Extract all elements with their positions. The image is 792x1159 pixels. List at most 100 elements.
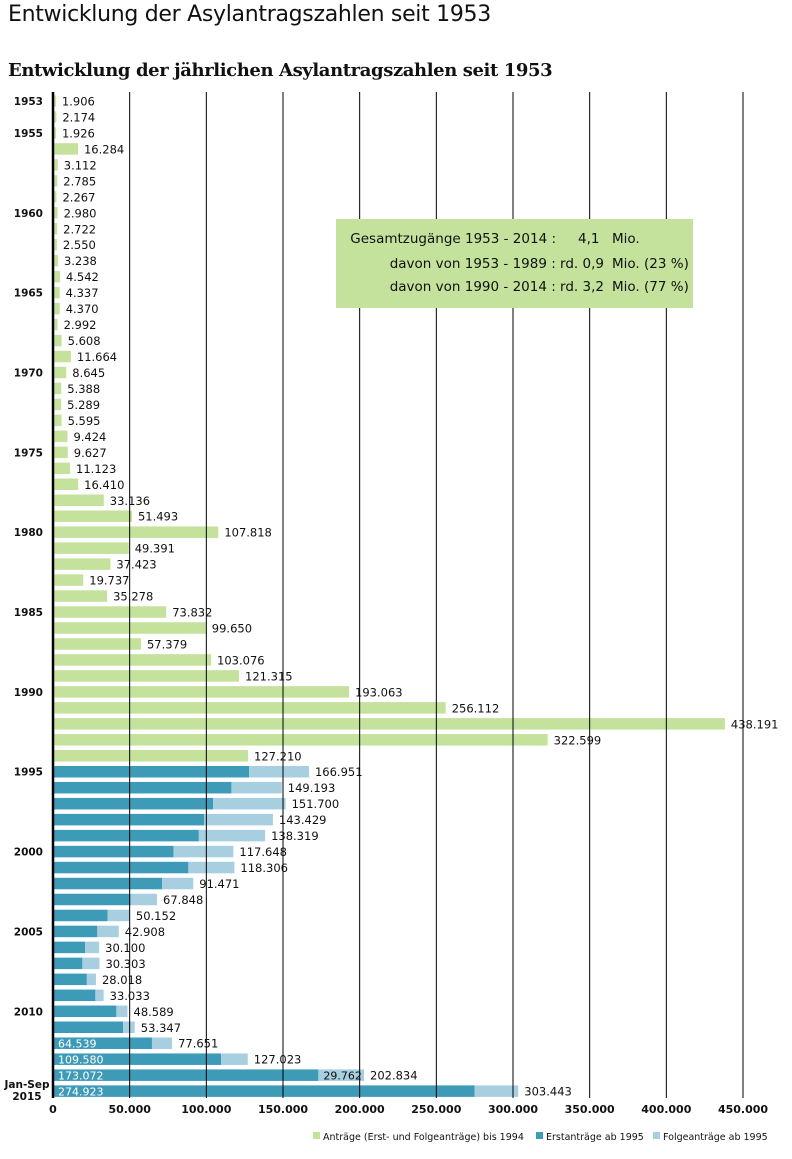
- bar-1972: [53, 398, 62, 411]
- value-label-1980: 107.818: [224, 526, 272, 540]
- bar-follow-1997: [213, 797, 286, 810]
- bar-follow-1995: [249, 765, 309, 778]
- x-tick-label-4: 200.000: [335, 1103, 385, 1116]
- bar-follow-2008: [86, 973, 96, 986]
- value-label-1986: 99.650: [212, 622, 252, 636]
- year-label-2000: 2000: [14, 847, 43, 859]
- value-label-1989: 121.315: [245, 669, 293, 683]
- x-tick-label-7: 350.000: [565, 1103, 615, 1116]
- bar-1992: [53, 718, 725, 730]
- bar-follow-2005: [97, 925, 119, 938]
- bar-1984: [53, 590, 108, 602]
- bar-1954: [53, 111, 57, 123]
- x-tick-label-2: 100.000: [181, 1103, 231, 1116]
- bar-first-2007: [53, 957, 83, 970]
- bar-1961: [53, 223, 58, 235]
- x-tick-label-6: 300.000: [488, 1103, 538, 1116]
- bar-1987: [53, 638, 141, 650]
- year-label-1965: 1965: [14, 288, 43, 300]
- bar-first-2009: [53, 989, 96, 1002]
- value-label-2013: 127.023: [254, 1053, 302, 1067]
- first-label-2012: 64.539: [58, 1038, 97, 1051]
- bar-1982: [53, 558, 111, 570]
- bar-1977: [53, 478, 79, 491]
- value-label-1993: 322.599: [554, 733, 602, 747]
- bar-1981: [53, 542, 129, 554]
- bar-1975: [53, 446, 68, 459]
- value-label-1982: 37.423: [116, 558, 156, 572]
- value-label-1960: 2.980: [64, 206, 97, 220]
- bar-follow-2006: [85, 941, 100, 954]
- value-label-2000: 117.648: [239, 845, 287, 859]
- bar-1965: [53, 286, 60, 299]
- summary-box: Gesamtzugänge 1953 - 2014 : 4,1 Mio. dav…: [336, 219, 693, 308]
- value-label-1991: 256.112: [452, 701, 500, 715]
- legend-label-follow: Folgeanträge ab 1995: [663, 1132, 768, 1143]
- bar-follow-2001: [188, 861, 235, 874]
- bar-first-2015: [53, 1085, 475, 1097]
- value-label-2006: 30.100: [105, 941, 145, 955]
- bar-1968: [53, 334, 62, 347]
- value-label-2010: 48.589: [134, 1005, 174, 1019]
- bar-1983: [53, 574, 84, 586]
- value-label-1956: 16.284: [84, 142, 124, 156]
- bar-follow-2009: [95, 989, 104, 1002]
- value-label-1987: 57.379: [147, 637, 187, 651]
- value-label-1985: 73.832: [172, 606, 212, 620]
- bar-1979: [53, 510, 132, 522]
- bar-1960: [53, 207, 58, 219]
- bar-1956: [53, 143, 78, 155]
- bar-1976: [53, 462, 71, 475]
- value-label-1953: 1.906: [62, 95, 95, 109]
- bar-1957: [53, 159, 58, 171]
- bar-1969: [53, 350, 71, 363]
- value-label-2002: 91.471: [199, 877, 239, 891]
- bar-1966: [53, 302, 60, 315]
- value-label-1984: 35.278: [113, 590, 153, 604]
- legend-swatch-total: [313, 1132, 320, 1139]
- bar-follow-2011: [123, 1021, 135, 1034]
- year-label-2015-line2: 2015: [12, 1091, 41, 1103]
- bar-first-2012: [53, 1037, 152, 1049]
- value-label-1995: 166.951: [315, 765, 363, 779]
- year-label-1990: 1990: [14, 687, 43, 699]
- bar-follow-2013: [221, 1053, 248, 1065]
- value-label-1965: 4.337: [66, 286, 99, 300]
- value-label-1979: 51.493: [138, 510, 178, 524]
- value-label-1992: 438.191: [731, 717, 779, 731]
- bar-follow-2007: [82, 957, 100, 970]
- legend-swatch-first: [536, 1132, 543, 1139]
- value-label-1966: 4.370: [66, 302, 99, 316]
- value-label-1959: 2.267: [62, 190, 95, 204]
- value-label-1976: 11.123: [76, 462, 116, 476]
- bar-1974: [53, 430, 68, 443]
- value-label-2004: 50.152: [136, 909, 176, 923]
- value-label-2014: 202.834: [370, 1069, 418, 1083]
- year-label-1953: 1953: [14, 96, 43, 108]
- bar-first-2005: [53, 925, 98, 938]
- year-label-1975: 1975: [14, 447, 43, 459]
- bar-follow-1998: [204, 813, 273, 826]
- summary-label-1953-1989: davon von 1953 - 1989 : rd. 0,9: [389, 256, 604, 272]
- bar-first-1996: [53, 781, 232, 794]
- year-label-2005: 2005: [14, 926, 43, 938]
- summary-unit-total: Mio.: [612, 231, 640, 247]
- value-label-2011: 53.347: [141, 1021, 181, 1035]
- bar-first-2006: [53, 941, 86, 954]
- year-label-1970: 1970: [14, 367, 43, 379]
- value-label-1963: 3.238: [64, 254, 97, 268]
- first-label-2013: 109.580: [58, 1054, 104, 1067]
- value-label-1983: 19.737: [89, 574, 129, 588]
- bar-follow-2000: [173, 845, 234, 858]
- value-label-2001: 118.306: [240, 861, 288, 875]
- value-label-2015: 303.443: [524, 1085, 572, 1099]
- bar-1989: [53, 670, 240, 682]
- x-tick-label-1: 50.000: [108, 1103, 151, 1116]
- bar-follow-2003: [130, 893, 158, 906]
- value-label-1999: 138.319: [271, 829, 319, 843]
- bar-follow-2014: [318, 1069, 365, 1081]
- value-label-1988: 103.076: [217, 653, 265, 667]
- bar-first-2002: [53, 877, 163, 890]
- value-label-1981: 49.391: [135, 542, 175, 556]
